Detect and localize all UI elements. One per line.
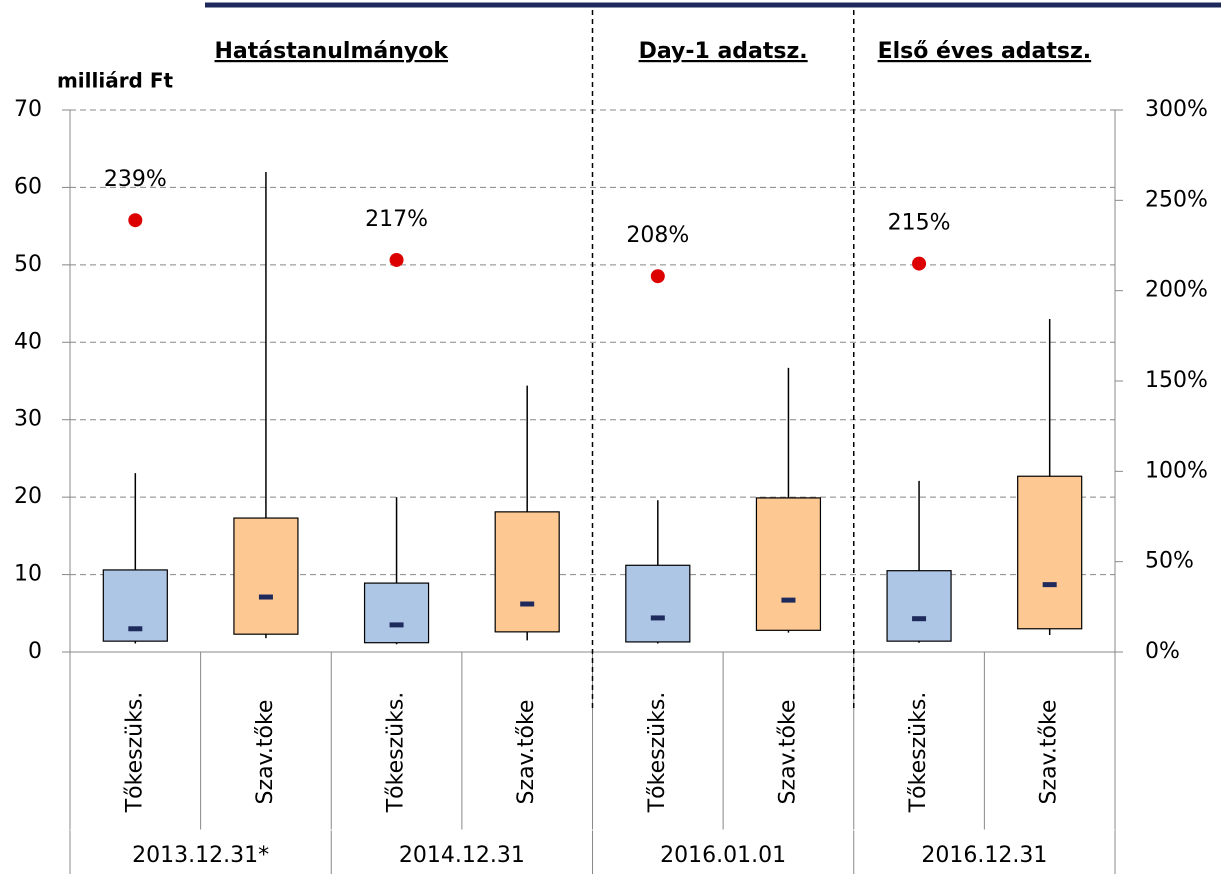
x-tick-label: Tőkeszüks. — [384, 692, 409, 814]
x-tick-label: Szav.tőke — [1037, 700, 1062, 805]
section-label: Day-1 adatsz. — [639, 39, 808, 64]
x-tick-label: Tőkeszüks. — [122, 692, 147, 814]
y-tick-label: 30 — [14, 407, 42, 432]
y2-tick-label: 150% — [1145, 368, 1208, 393]
y-tick-label: 60 — [14, 174, 42, 199]
median — [781, 597, 796, 603]
x-tick-label: Szav.tőke — [514, 700, 539, 805]
x-tick-label: Szav.tőke — [253, 700, 278, 805]
x-tick-label: Tőkeszüks. — [645, 692, 670, 814]
y-tick-label: 10 — [14, 562, 42, 587]
ratio-label: 215% — [888, 211, 951, 236]
ratio-label: 208% — [626, 223, 689, 248]
y2-tick-label: 300% — [1145, 97, 1208, 122]
ratio-label: 239% — [104, 167, 167, 192]
median — [650, 615, 665, 621]
box — [755, 497, 822, 631]
section-label: Hatástanulmányok — [215, 39, 450, 64]
x-tick-label: Tőkeszüks. — [906, 692, 931, 814]
y-tick-label: 50 — [14, 252, 42, 277]
group-label: 2013.12.31* — [132, 843, 269, 868]
box — [494, 511, 560, 633]
median — [912, 616, 927, 622]
x-tick-label: Szav.tőke — [775, 700, 800, 805]
median — [389, 622, 404, 628]
median — [258, 594, 273, 600]
y2-tick-label: 100% — [1145, 458, 1208, 483]
y2-tick-label: 250% — [1145, 187, 1208, 212]
y2-tick-label: 0% — [1145, 639, 1180, 664]
y-tick-label: 40 — [14, 329, 42, 354]
group-label: 2016.12.31 — [921, 843, 1047, 868]
y-tick-label: 0 — [28, 639, 42, 664]
group-label: 2014.12.31 — [399, 843, 525, 868]
y-tick-label: 70 — [14, 97, 42, 122]
box — [886, 570, 952, 642]
ratio-dot — [389, 252, 404, 267]
ratio-dot — [912, 256, 927, 271]
box — [233, 517, 299, 635]
ratio-label: 217% — [365, 207, 428, 232]
ratio-dot — [128, 213, 143, 228]
y-axis-label: milliárd Ft — [57, 69, 174, 93]
median — [128, 626, 143, 632]
box — [1017, 475, 1083, 630]
median — [1042, 582, 1057, 588]
box — [625, 564, 691, 643]
y2-tick-label: 200% — [1145, 278, 1208, 303]
y2-tick-label: 50% — [1145, 549, 1194, 574]
y-tick-label: 20 — [14, 484, 42, 509]
box — [363, 582, 430, 644]
median — [520, 601, 535, 607]
group-label: 2016.01.01 — [660, 843, 786, 868]
section-label: Első éves adatsz. — [878, 39, 1092, 64]
ratio-dot — [650, 269, 665, 284]
